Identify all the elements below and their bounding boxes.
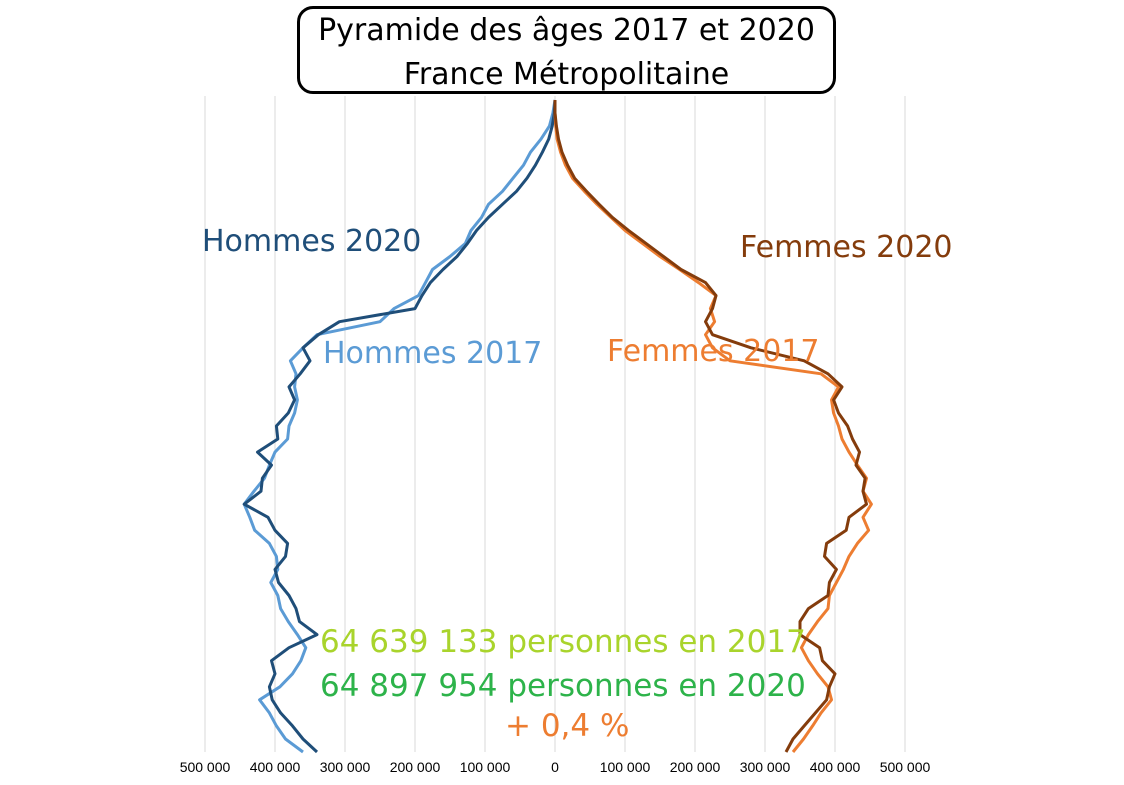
chart-subtitle: France Métropolitaine xyxy=(403,57,730,92)
x-tick-label: 0 xyxy=(551,759,559,775)
chart-title-box: Pyramide des âges 2017 et 2020 France Mé… xyxy=(297,6,836,94)
x-tick-label: 100 000 xyxy=(460,759,511,775)
series-line-hommes-2017 xyxy=(242,99,557,754)
grid-lines xyxy=(204,96,906,752)
x-tick-label: 100 000 xyxy=(600,759,651,775)
series-line-hommes-2020 xyxy=(242,99,557,754)
x-tick-label: 200 000 xyxy=(390,759,441,775)
percent-change: + 0,4 % xyxy=(505,708,630,744)
x-tick-label: 400 000 xyxy=(810,759,861,775)
x-tick-label: 300 000 xyxy=(740,759,791,775)
x-tick-label: 300 000 xyxy=(320,759,371,775)
x-tick-label: 500 000 xyxy=(180,759,231,775)
x-axis-tick-labels: 500 000 400 000 300 000 200 000 100 000 0 100 … xyxy=(180,759,931,775)
total-2020: 64 897 954 personnes en 2020 xyxy=(320,668,806,704)
series-lines xyxy=(242,99,873,754)
series-line-femmes-2020 xyxy=(553,100,868,753)
chart-title: Pyramide des âges 2017 et 2020 xyxy=(318,13,815,48)
x-tick-label: 400 000 xyxy=(250,759,301,775)
label-femmes-2020: Femmes 2020 xyxy=(740,230,953,265)
label-femmes-2017: Femmes 2017 xyxy=(607,334,820,369)
label-hommes-2020: Hommes 2020 xyxy=(202,224,422,259)
x-tick-label: 200 000 xyxy=(670,759,721,775)
label-hommes-2017: Hommes 2017 xyxy=(323,336,543,371)
x-tick-label: 500 000 xyxy=(880,759,931,775)
total-2017: 64 639 133 personnes en 2017 xyxy=(320,624,806,660)
